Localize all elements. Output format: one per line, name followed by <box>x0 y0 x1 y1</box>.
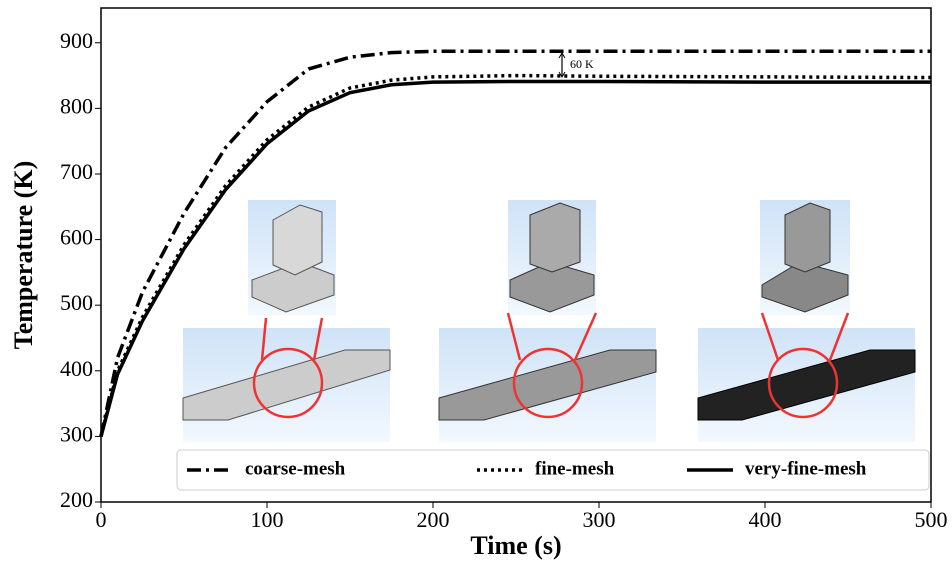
y-axis-label: Temperature (K) <box>9 161 38 349</box>
fine-inset <box>439 200 656 442</box>
x-tick-label: 100 <box>251 507 284 532</box>
y-tick-label: 200 <box>60 487 93 512</box>
y-tick-label: 600 <box>60 225 93 250</box>
y-tick-label: 700 <box>60 159 93 184</box>
x-tick-label: 0 <box>96 507 107 532</box>
annotation-arrow <box>559 53 565 77</box>
x-tick-label: 300 <box>583 507 616 532</box>
chart: 60 K Time (s) Temperature (K) 200 300 400 5… <box>0 0 952 568</box>
y-tick-label: 300 <box>60 421 93 446</box>
legend-label: coarse-mesh <box>245 458 346 479</box>
x-tick-label: 400 <box>749 507 782 532</box>
coarse-inset <box>183 200 390 442</box>
legend-label: fine-mesh <box>535 458 615 479</box>
y-tick-label: 900 <box>60 28 93 53</box>
mesh-insets <box>183 200 915 442</box>
very-fine-inset <box>698 200 915 442</box>
y-tick-label: 800 <box>60 93 93 118</box>
x-tick-label: 500 <box>915 507 948 532</box>
annotation: 60 K <box>570 57 594 71</box>
y-tick-label: 500 <box>60 290 93 315</box>
legend-label: very-fine-mesh <box>745 458 867 479</box>
y-tick-label: 400 <box>60 356 93 381</box>
x-axis-label: Time (s) <box>470 531 561 560</box>
x-tick-label: 200 <box>417 507 450 532</box>
